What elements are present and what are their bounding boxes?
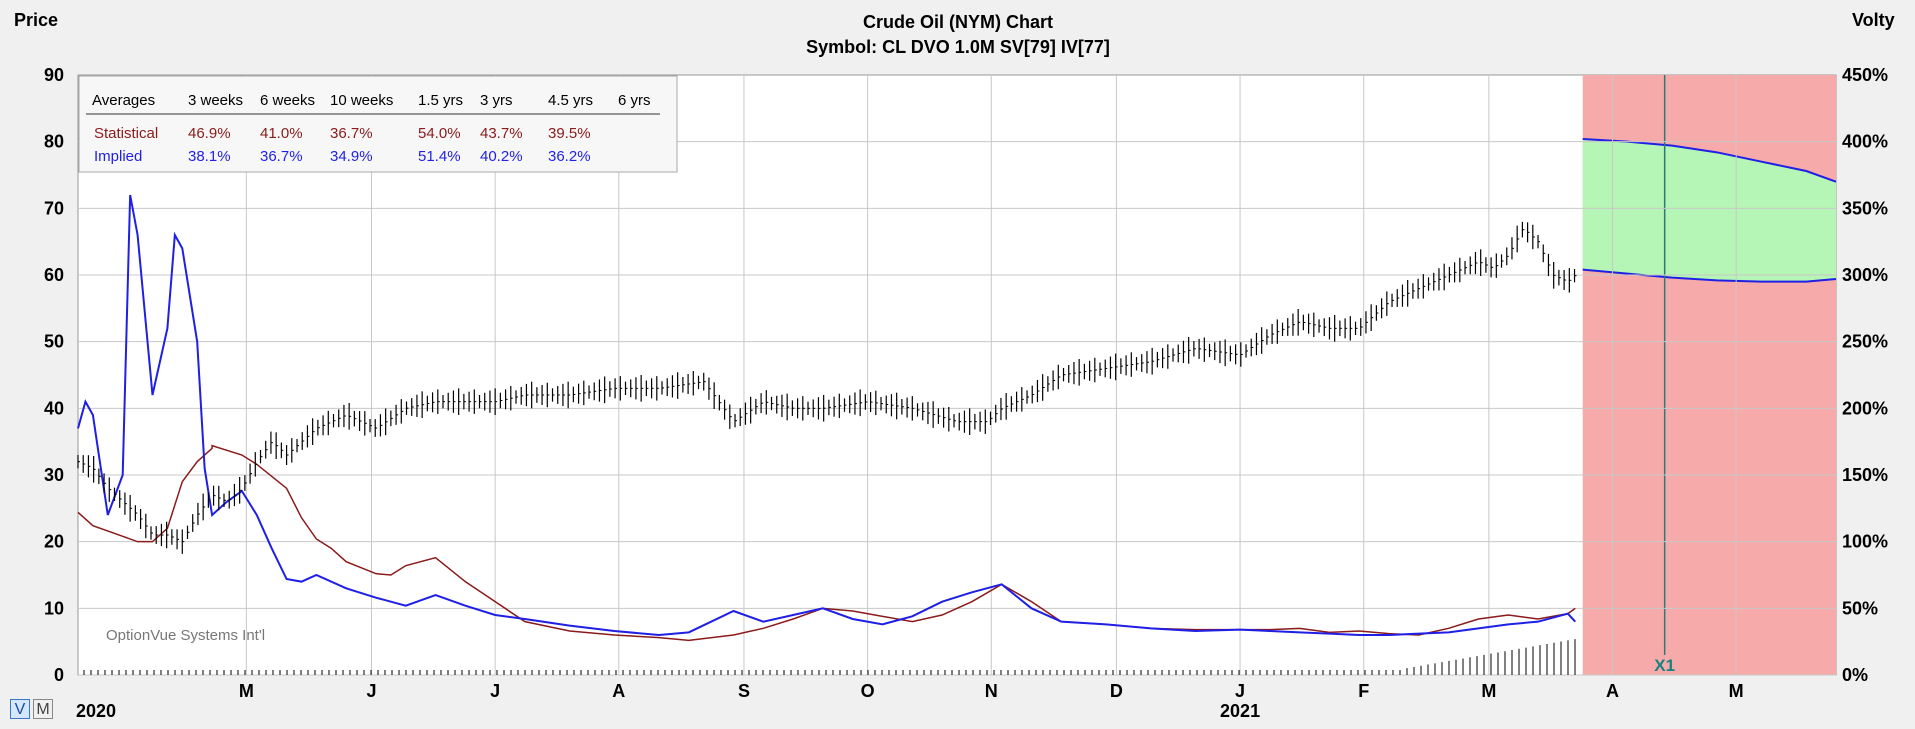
x-tick-label: J [366,681,376,701]
left-tick-label: 0 [54,665,64,685]
left-tick-label: 10 [44,598,64,618]
right-tick-label: 450% [1842,65,1888,85]
legend-value: 43.7% [480,125,523,142]
market-view-button[interactable]: M [33,699,53,719]
left-tick-label: 90 [44,65,64,85]
legend-header: 10 weeks [330,92,393,109]
legend-row-name: Statistical [94,125,158,142]
x-tick-label: D [1110,681,1123,701]
x-tick-label: A [1606,681,1619,701]
averages-legend: Averages 3 weeks 6 weeks 10 weeks 1.5 yrs 3 y… [78,75,678,173]
chart-title: Crude Oil (NYM) Chart [863,12,1053,32]
left-tick-label: 70 [44,198,64,218]
watermark: OptionVue Systems Int'l [106,627,265,644]
right-tick-label: 200% [1842,398,1888,418]
legend-row-name: Implied [94,148,142,165]
axis-ticks: 90 450%80 400%70 350%60 300%50 250%40 200%30 15… [44,65,1888,721]
left-tick-label: 50 [44,332,64,352]
legend-value: 36.2% [548,148,591,165]
right-tick-label: 50% [1842,598,1878,618]
grid [78,75,1836,676]
left-tick-label: 80 [44,132,64,152]
projection-marker-box [1650,655,1679,675]
left-tick-label: 40 [44,398,64,418]
projection-marker-label: X1 [1654,656,1675,675]
legend-value: 39.5% [548,125,591,142]
x-tick-label: J [1235,681,1245,701]
legend-header: Averages [92,92,155,109]
legend-value: 41.0% [260,125,303,142]
legend-value: 40.2% [480,148,523,165]
implied-volatility-line [77,194,1577,637]
legend-value: 36.7% [260,148,303,165]
volatility-view-button[interactable]: V [10,699,30,719]
legend-value: 46.9% [188,125,231,142]
left-tick-label: 60 [44,265,64,285]
right-tick-label: 250% [1842,332,1888,352]
x-tick-label: M [1729,681,1744,701]
series [77,194,1577,675]
legend-header: 1.5 yrs [418,92,463,109]
year-label: 2021 [1220,701,1260,721]
year-label: 2020 [76,701,116,721]
legend-value: 34.9% [330,148,373,165]
right-tick-label: 150% [1842,465,1888,485]
right-tick-label: 350% [1842,198,1888,218]
x-tick-label: F [1358,681,1369,701]
x-tick-label: M [1481,681,1496,701]
x-tick-label: M [239,681,254,701]
legend-header: 3 weeks [188,92,243,109]
statistical-volatility-line [77,444,1576,642]
right-tick-label: 300% [1842,265,1888,285]
right-axis-title: Volty [1852,10,1895,30]
legend-value: 36.7% [330,125,373,142]
left-axis-title: Price [14,10,58,30]
x-tick-label: J [490,681,500,701]
legend-value: 54.0% [418,125,461,142]
right-tick-label: 400% [1842,132,1888,152]
projection-band [1582,139,1836,282]
legend-value: 38.1% [188,148,231,165]
legend-header: 3 yrs [480,92,513,109]
x-tick-label: N [985,681,998,701]
projection-lower-line [1582,268,1837,283]
x-tick-label: O [861,681,875,701]
legend-header: 6 weeks [260,92,315,109]
x-tick-label: S [738,681,750,701]
left-tick-label: 20 [44,532,64,552]
right-tick-label: 0% [1842,665,1868,685]
chart-subtitle: Symbol: CL DVO 1.0M SV[79] IV[77] [806,37,1110,57]
legend-header: 4.5 yrs [548,92,593,109]
x-tick-label: A [612,681,625,701]
legend-value: 51.4% [418,148,461,165]
projection-region: X1 [1582,75,1837,675]
legend-header: 6 yrs [618,92,651,109]
left-tick-label: 30 [44,465,64,485]
right-tick-label: 100% [1842,532,1888,552]
